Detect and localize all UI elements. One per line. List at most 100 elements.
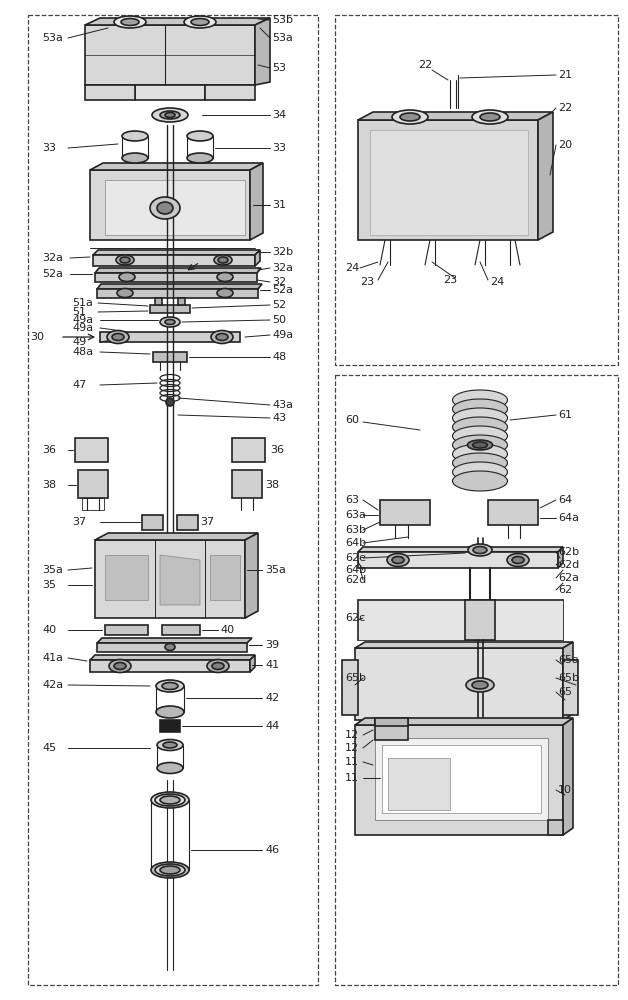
Text: 22: 22: [418, 60, 432, 70]
Text: 62d: 62d: [345, 575, 366, 585]
Ellipse shape: [472, 110, 508, 124]
Ellipse shape: [156, 680, 184, 692]
Ellipse shape: [453, 453, 507, 473]
Text: 62: 62: [558, 585, 572, 595]
Ellipse shape: [119, 272, 135, 282]
Polygon shape: [382, 745, 541, 813]
Polygon shape: [142, 515, 163, 530]
Ellipse shape: [163, 742, 177, 748]
Polygon shape: [538, 112, 553, 240]
Ellipse shape: [468, 544, 492, 556]
Polygon shape: [358, 547, 563, 552]
Polygon shape: [100, 332, 240, 342]
Ellipse shape: [472, 442, 487, 448]
Ellipse shape: [480, 113, 500, 121]
Polygon shape: [358, 120, 538, 240]
Ellipse shape: [466, 678, 494, 692]
Ellipse shape: [151, 862, 189, 878]
Ellipse shape: [117, 288, 133, 298]
Text: 10: 10: [558, 785, 572, 795]
Text: 49a: 49a: [72, 323, 93, 333]
Polygon shape: [78, 470, 108, 498]
Ellipse shape: [453, 399, 507, 419]
Text: 23: 23: [360, 277, 374, 287]
Ellipse shape: [160, 796, 180, 804]
Ellipse shape: [155, 794, 185, 806]
Ellipse shape: [165, 644, 175, 650]
Text: 51a: 51a: [72, 298, 93, 308]
Text: 45: 45: [42, 743, 56, 753]
Ellipse shape: [112, 334, 124, 340]
Ellipse shape: [191, 18, 209, 25]
Text: 21: 21: [558, 70, 572, 80]
Text: 24: 24: [345, 263, 359, 273]
Polygon shape: [355, 648, 563, 720]
Text: 22: 22: [558, 103, 572, 113]
Ellipse shape: [472, 681, 488, 689]
Text: 60: 60: [345, 415, 359, 425]
Polygon shape: [388, 758, 450, 810]
Text: 52: 52: [272, 300, 286, 310]
Polygon shape: [105, 180, 245, 235]
Ellipse shape: [116, 255, 134, 265]
Ellipse shape: [107, 330, 129, 344]
Ellipse shape: [150, 197, 180, 219]
Text: 11: 11: [345, 757, 359, 767]
Text: 53: 53: [272, 63, 286, 73]
Text: 63b: 63b: [345, 525, 366, 535]
Text: 38: 38: [42, 480, 56, 490]
Polygon shape: [150, 305, 190, 313]
Text: 35a: 35a: [42, 565, 63, 575]
Ellipse shape: [207, 660, 229, 672]
Text: 53a: 53a: [272, 33, 293, 43]
Text: 31: 31: [272, 200, 286, 210]
Polygon shape: [97, 284, 262, 289]
Ellipse shape: [453, 462, 507, 482]
Polygon shape: [178, 298, 185, 305]
Polygon shape: [205, 85, 255, 100]
Polygon shape: [245, 533, 258, 618]
Text: 35: 35: [42, 580, 56, 590]
Text: 63: 63: [345, 495, 359, 505]
Polygon shape: [135, 85, 205, 100]
Text: 36: 36: [270, 445, 284, 455]
Text: 35a: 35a: [265, 565, 286, 575]
Ellipse shape: [512, 556, 524, 564]
Ellipse shape: [473, 546, 487, 554]
Polygon shape: [342, 660, 358, 715]
Text: 12: 12: [345, 743, 359, 753]
Ellipse shape: [157, 762, 183, 774]
Text: 65b: 65b: [345, 673, 366, 683]
Text: 62b: 62b: [558, 547, 579, 557]
Ellipse shape: [187, 131, 213, 141]
Polygon shape: [355, 718, 573, 725]
Polygon shape: [250, 655, 255, 672]
Text: 64b: 64b: [345, 538, 366, 548]
Ellipse shape: [212, 662, 224, 670]
Polygon shape: [558, 547, 563, 568]
Text: 40: 40: [220, 625, 234, 635]
Text: 62d: 62d: [558, 560, 579, 570]
Text: 43a: 43a: [272, 400, 293, 410]
Polygon shape: [95, 273, 257, 282]
Polygon shape: [90, 170, 250, 240]
Ellipse shape: [114, 662, 126, 670]
Text: 41: 41: [265, 660, 279, 670]
Polygon shape: [93, 255, 255, 266]
Text: 64b: 64b: [345, 565, 366, 575]
Text: 53b: 53b: [272, 15, 293, 25]
Text: 61: 61: [558, 410, 572, 420]
Ellipse shape: [218, 257, 228, 263]
Text: 43: 43: [272, 413, 286, 423]
Polygon shape: [75, 438, 108, 462]
Ellipse shape: [157, 740, 183, 750]
Text: 37: 37: [72, 517, 86, 527]
Ellipse shape: [160, 866, 180, 874]
Text: 39: 39: [265, 640, 279, 650]
Polygon shape: [153, 352, 187, 362]
Polygon shape: [355, 725, 563, 835]
Polygon shape: [90, 660, 250, 672]
Ellipse shape: [162, 682, 178, 690]
Polygon shape: [375, 738, 548, 820]
Text: 53a: 53a: [42, 33, 63, 43]
